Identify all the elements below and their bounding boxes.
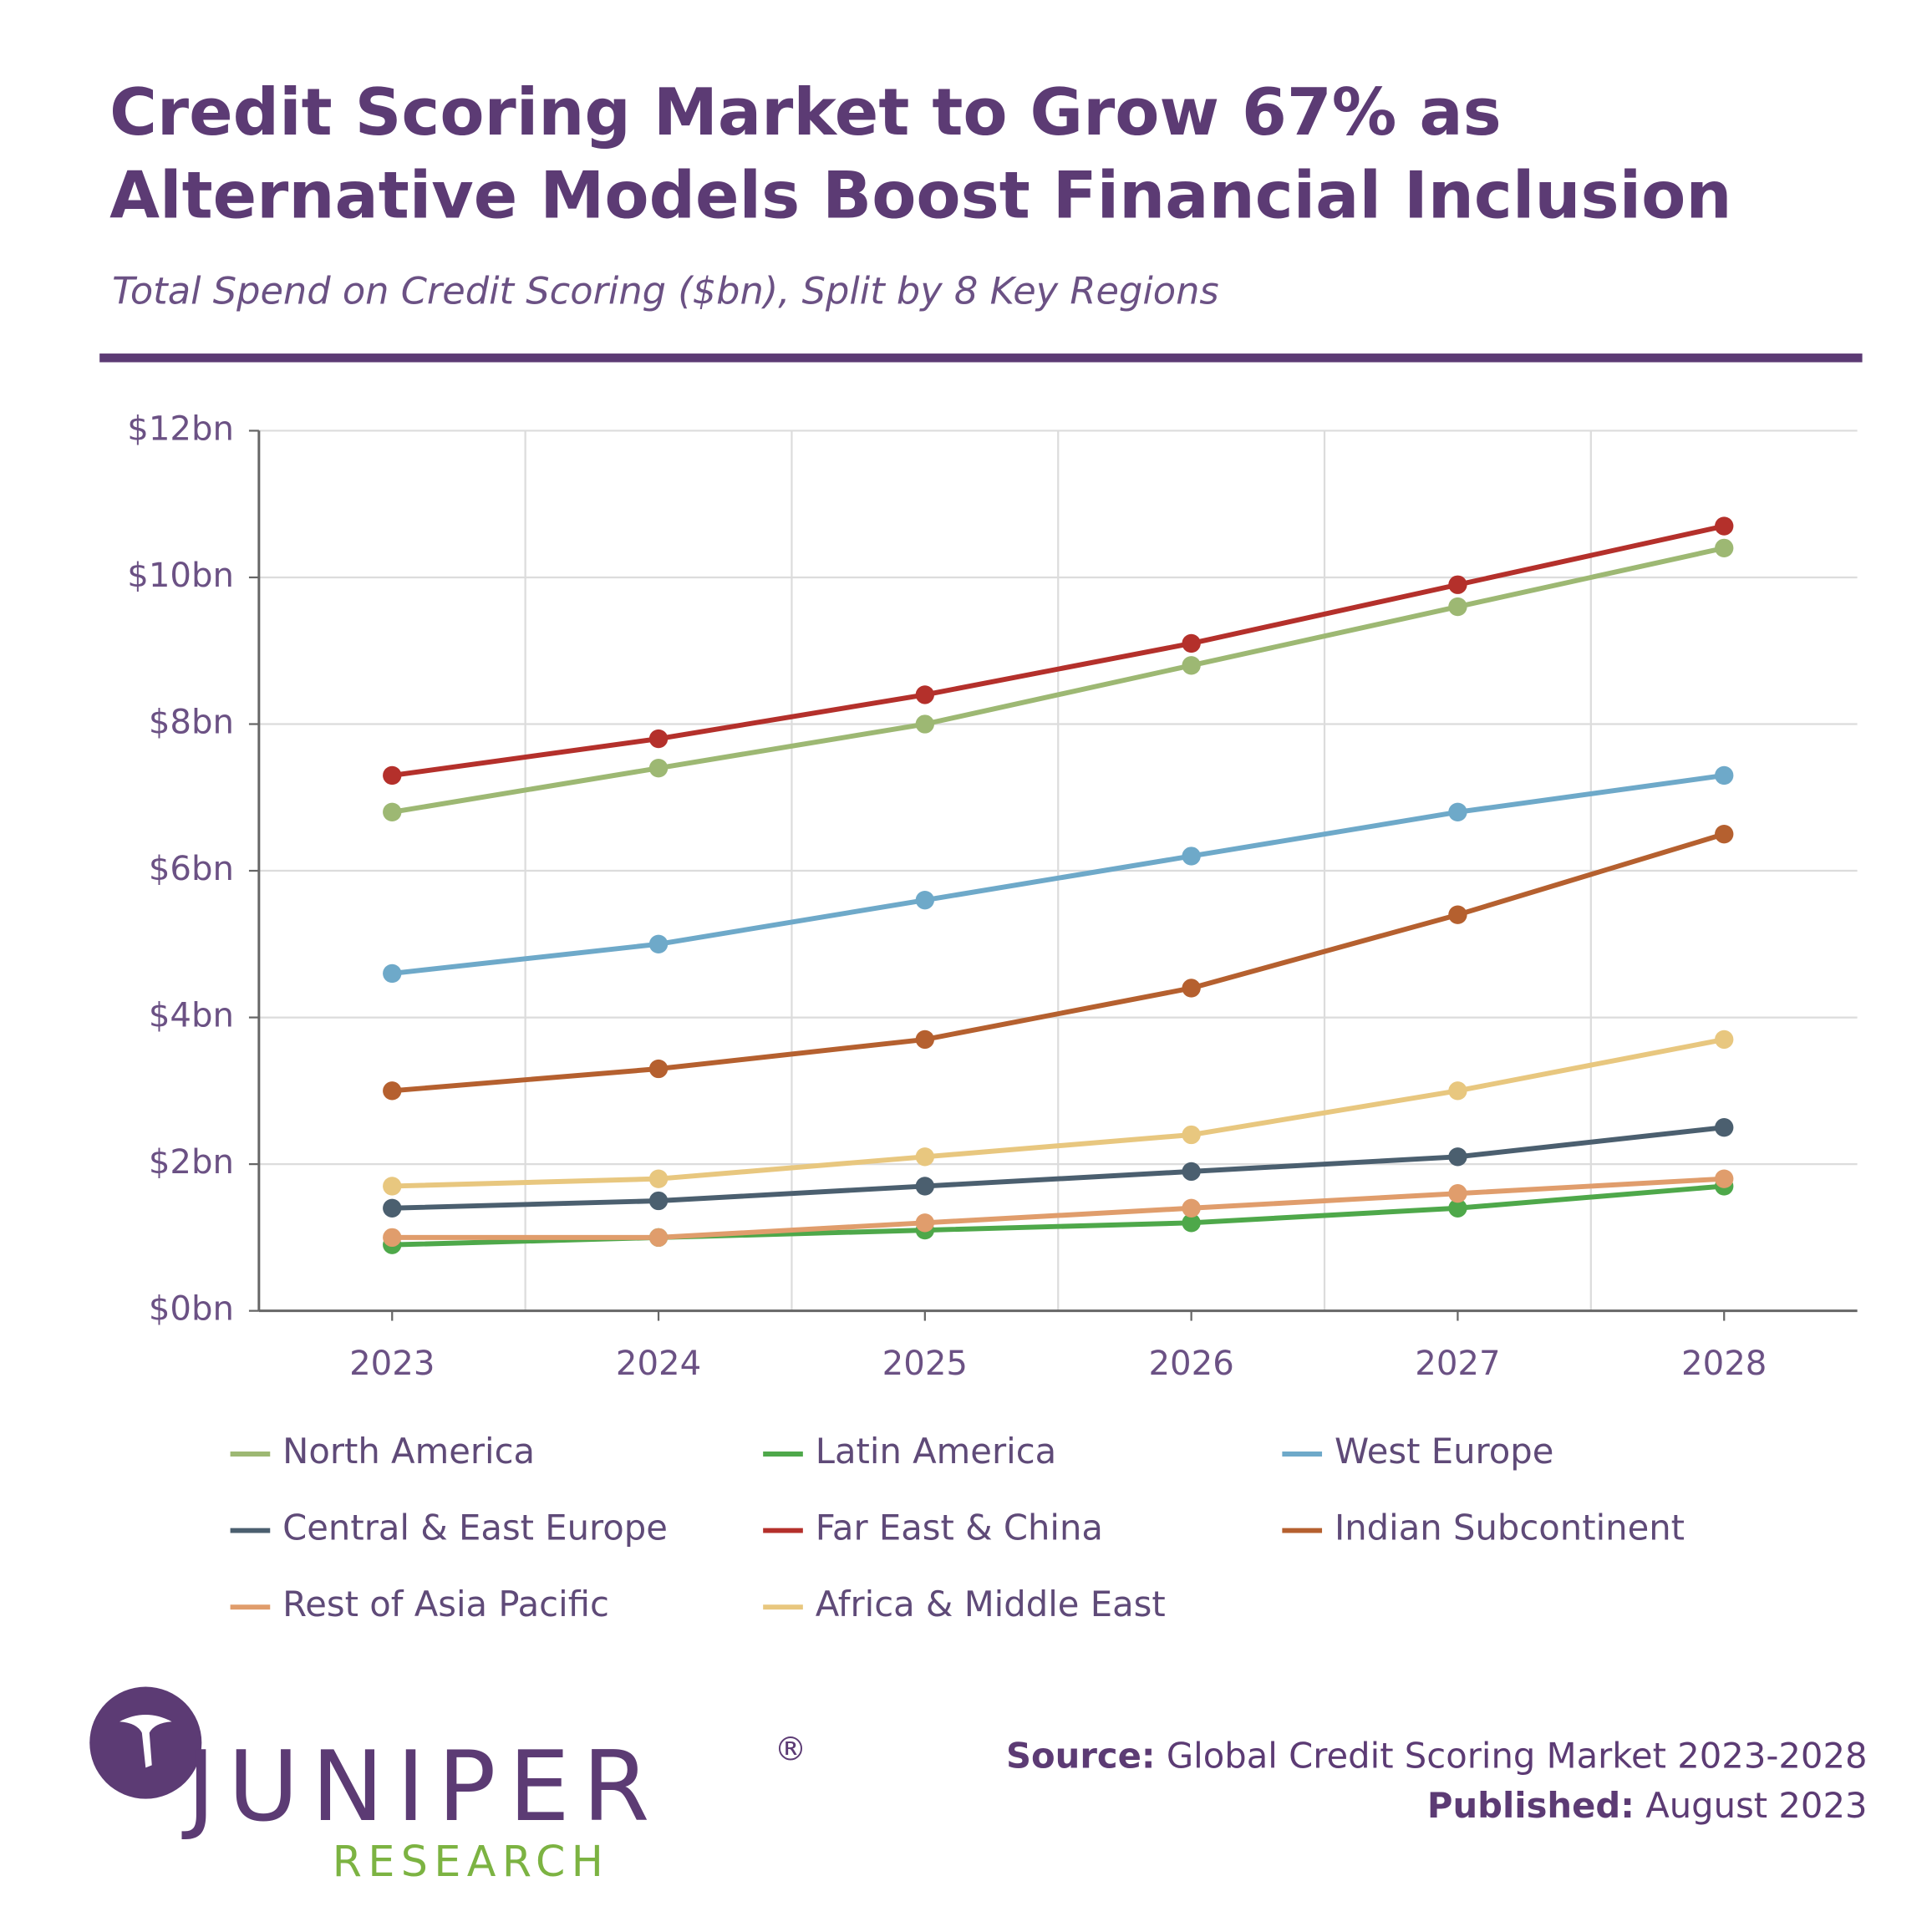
- data-point: [1448, 1184, 1467, 1203]
- x-tick-label: 2024: [616, 1345, 701, 1383]
- data-point: [915, 685, 935, 704]
- plot-area: $0bn $2bn $4bn $6bn $8bn $10bn $12bn 2023 2024 20…: [127, 409, 1858, 1624]
- data-point: [1448, 1147, 1467, 1167]
- legend-label: Far East & China: [816, 1507, 1103, 1548]
- data-point: [383, 1198, 402, 1218]
- data-point: [383, 963, 402, 984]
- logo-icon: [119, 1715, 172, 1768]
- x-tick-label: 2028: [1681, 1345, 1767, 1383]
- data-point: [1448, 905, 1467, 924]
- data-point: [915, 1213, 935, 1233]
- data-point: [915, 890, 935, 910]
- data-point: [915, 1147, 935, 1167]
- logo-sub: RESEARCH: [333, 1837, 610, 1886]
- chart-title: Credit Scoring Market to Grow 67% as: [109, 75, 1502, 150]
- data-point: [1448, 575, 1467, 594]
- x-tick-label: 2025: [882, 1345, 968, 1383]
- y-tick-label: $6bn: [149, 850, 234, 888]
- series-line: [392, 1125, 1725, 1211]
- y-tick-label: $2bn: [149, 1143, 234, 1182]
- data-point: [1182, 979, 1201, 998]
- legend-label: Africa & Middle East: [816, 1584, 1166, 1624]
- data-point: [648, 729, 669, 749]
- source: Source: Global Credit Scoring Market 202…: [1006, 1735, 1868, 1776]
- data-point: [1182, 656, 1201, 675]
- data-point: [383, 1177, 402, 1196]
- chart-title: Alternative Models Boost Financial Inclu…: [109, 159, 1731, 234]
- data-point: [648, 1228, 669, 1248]
- y-tick-label: $8bn: [149, 704, 234, 742]
- x-tick-label: 2023: [349, 1345, 435, 1383]
- legend-label: Rest of Asia Pacific: [282, 1584, 609, 1624]
- data-point: [1715, 1030, 1734, 1050]
- data-point: [383, 1081, 402, 1101]
- legend-label: West Europe: [1335, 1431, 1553, 1472]
- data-point: [648, 1169, 669, 1188]
- published: Published: August 2023: [1427, 1785, 1868, 1826]
- x-tick-label: 2027: [1415, 1345, 1500, 1383]
- legend-label: Indian Subcontinent: [1335, 1507, 1685, 1548]
- data-point: [383, 765, 402, 786]
- series-line: [391, 545, 1725, 815]
- data-point: [1715, 516, 1734, 536]
- series-line: [392, 1036, 1725, 1189]
- y-tick-label: $10bn: [127, 557, 234, 595]
- y-tick-label: $4bn: [149, 997, 234, 1035]
- data-point: [1182, 847, 1201, 866]
- divider: [99, 353, 1863, 363]
- legend-label: North America: [282, 1431, 535, 1472]
- published-label: Published:: [1427, 1785, 1635, 1826]
- source-text: Global Credit Scoring Market 2023-2028: [1167, 1735, 1868, 1776]
- data-point: [1715, 538, 1734, 558]
- data-point: [1182, 1198, 1201, 1218]
- logo-registered: ®: [775, 1731, 807, 1768]
- data-point: [1448, 802, 1467, 821]
- data-point: [1448, 597, 1467, 617]
- series-line: [392, 1176, 1725, 1240]
- source-label: Source:: [1006, 1735, 1156, 1776]
- legend-label: Central & East Europe: [282, 1507, 668, 1548]
- data-point: [1182, 1213, 1201, 1233]
- logo-name: JUNIPER: [180, 1731, 662, 1843]
- data-point: [1448, 1081, 1467, 1101]
- x-tick-label: 2026: [1148, 1345, 1233, 1383]
- data-point: [383, 802, 402, 821]
- data-point: [1182, 633, 1201, 653]
- data-point: [1448, 1198, 1467, 1218]
- series-line: [392, 831, 1726, 1094]
- series-line: [391, 772, 1725, 976]
- data-point: [648, 934, 669, 953]
- data-point: [915, 1177, 935, 1196]
- y-tick-label: $0bn: [149, 1290, 234, 1329]
- data-point: [1182, 1125, 1201, 1145]
- data-point: [915, 1030, 935, 1050]
- data-point: [1715, 1118, 1734, 1137]
- data-point: [648, 758, 669, 778]
- data-point: [383, 1228, 402, 1248]
- data-point: [1715, 765, 1734, 786]
- data-point: [648, 1059, 669, 1079]
- legend-label: Latin America: [816, 1431, 1056, 1472]
- y-tick-label: $12bn: [127, 409, 234, 448]
- data-point: [1715, 824, 1734, 844]
- chart-subtitle: Total Spend on Credit Scoring ($bn), Spl…: [112, 269, 1219, 313]
- data-point: [915, 714, 935, 734]
- published-text: August 2023: [1645, 1785, 1867, 1826]
- series-line: [391, 523, 1725, 778]
- data-point: [1182, 1162, 1201, 1182]
- data-point: [1715, 1169, 1734, 1188]
- data-point: [648, 1191, 669, 1211]
